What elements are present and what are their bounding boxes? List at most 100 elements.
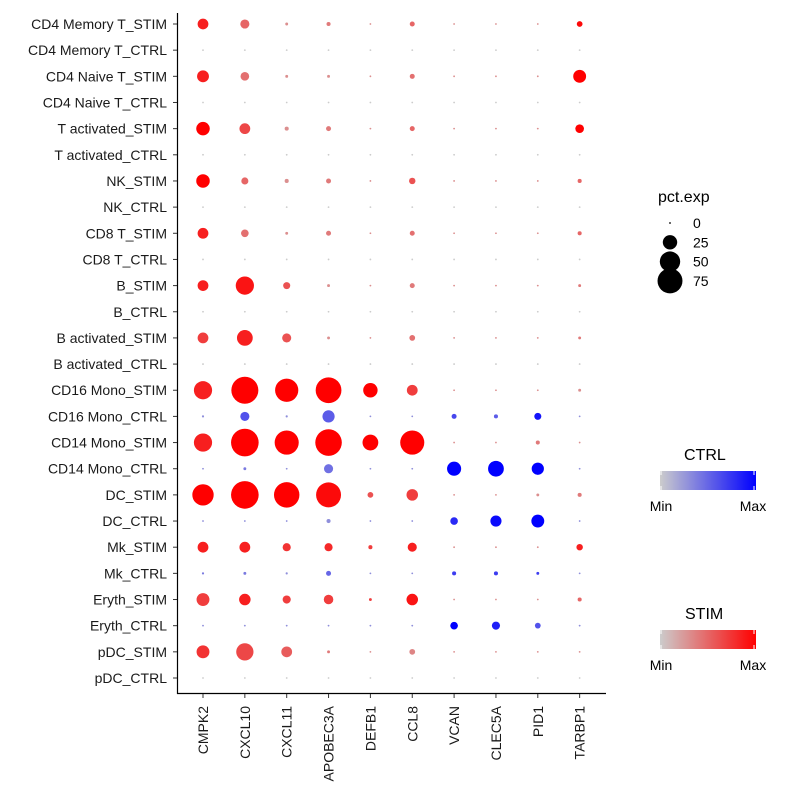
dot	[369, 153, 372, 156]
dot	[495, 493, 497, 496]
dot	[326, 230, 332, 236]
dot	[495, 310, 497, 313]
dot	[578, 363, 581, 365]
size-legend-dot	[669, 222, 671, 224]
dot	[578, 650, 581, 653]
dot	[411, 310, 414, 313]
dot	[407, 542, 417, 552]
size-legend-label: 75	[693, 273, 709, 289]
dot	[327, 101, 330, 104]
dot	[536, 75, 539, 78]
y-tick-labels: CD4 Memory T_STIM CD4 Memory T_CTRL CD4 Na…	[28, 16, 167, 686]
dot	[495, 337, 497, 339]
dot	[411, 153, 414, 156]
dot	[578, 520, 581, 522]
dot	[536, 598, 539, 601]
dot	[495, 206, 497, 209]
dot	[577, 231, 582, 236]
dot	[573, 69, 587, 83]
dot	[536, 232, 539, 235]
dot	[201, 572, 205, 575]
dot	[315, 377, 342, 404]
gene-label: TARBP1	[572, 706, 588, 760]
row-label: CD16 Mono_CTRL	[48, 408, 167, 424]
dot	[285, 415, 288, 418]
dot	[316, 482, 342, 508]
dot	[578, 388, 582, 392]
dot	[367, 492, 374, 498]
dot	[536, 571, 540, 575]
dot	[495, 650, 497, 653]
dot	[409, 230, 415, 236]
dot	[327, 624, 330, 627]
size-legend-label: 50	[693, 254, 709, 270]
dot	[453, 284, 455, 287]
dot	[578, 677, 581, 679]
dot	[411, 677, 414, 679]
dot	[488, 460, 504, 477]
dot	[409, 177, 416, 185]
dot	[578, 101, 581, 104]
row-label: B activated_CTRL	[53, 356, 167, 372]
dot	[495, 23, 497, 25]
dot	[197, 227, 209, 239]
dot	[202, 258, 204, 261]
gene-label: PID1	[530, 706, 546, 737]
dot	[202, 520, 204, 522]
dot	[369, 23, 372, 25]
dot	[493, 571, 498, 576]
dot	[451, 413, 457, 419]
dot	[285, 153, 288, 156]
dot	[285, 101, 288, 104]
dot	[453, 75, 455, 78]
size-legend-title: pct.exp	[658, 189, 710, 206]
dot	[285, 258, 288, 261]
dot	[327, 336, 330, 340]
dot	[495, 75, 497, 78]
dot	[578, 153, 581, 156]
dot	[411, 415, 414, 418]
dot	[202, 363, 204, 365]
gene-label: CLEC5A	[488, 705, 504, 760]
dot	[369, 49, 372, 52]
gene-label: CMPK2	[195, 706, 211, 754]
dot	[285, 624, 288, 627]
dot	[202, 153, 204, 156]
dot	[284, 178, 289, 183]
dot	[239, 541, 251, 553]
color-legend-ctrl-title: CTRL	[684, 447, 726, 464]
row-label: B_CTRL	[113, 304, 167, 320]
dot	[578, 49, 581, 52]
dot	[536, 180, 539, 182]
row-label: T activated_STIM	[58, 121, 167, 137]
dot	[453, 546, 455, 549]
color-legend-stim-title: STIM	[685, 606, 723, 623]
dot	[369, 258, 372, 261]
dot	[326, 21, 331, 27]
dot	[495, 363, 497, 365]
size-legend: pct.exp 0 25 50 75	[657, 189, 710, 294]
dot	[495, 232, 497, 235]
dot	[411, 206, 414, 209]
dot	[197, 18, 209, 30]
dot	[327, 74, 330, 78]
gene-label: DEFB1	[362, 706, 378, 751]
dot	[536, 49, 539, 52]
dot	[406, 384, 418, 396]
dot	[285, 74, 289, 78]
dot	[409, 335, 416, 341]
dot	[453, 389, 455, 392]
dot	[578, 258, 581, 261]
dot	[495, 677, 497, 679]
x-tick-labels: CMPK2 CXCL10 CXCL11 APOBEC3A DEFB1 CCL8 VCAN CL…	[195, 705, 588, 781]
dot	[239, 593, 251, 606]
dot	[406, 489, 419, 501]
dot	[453, 258, 455, 261]
dot	[453, 650, 455, 653]
dot	[536, 153, 539, 156]
dot	[536, 546, 539, 549]
dot	[411, 467, 414, 470]
dot	[536, 310, 539, 313]
dot	[243, 49, 246, 52]
